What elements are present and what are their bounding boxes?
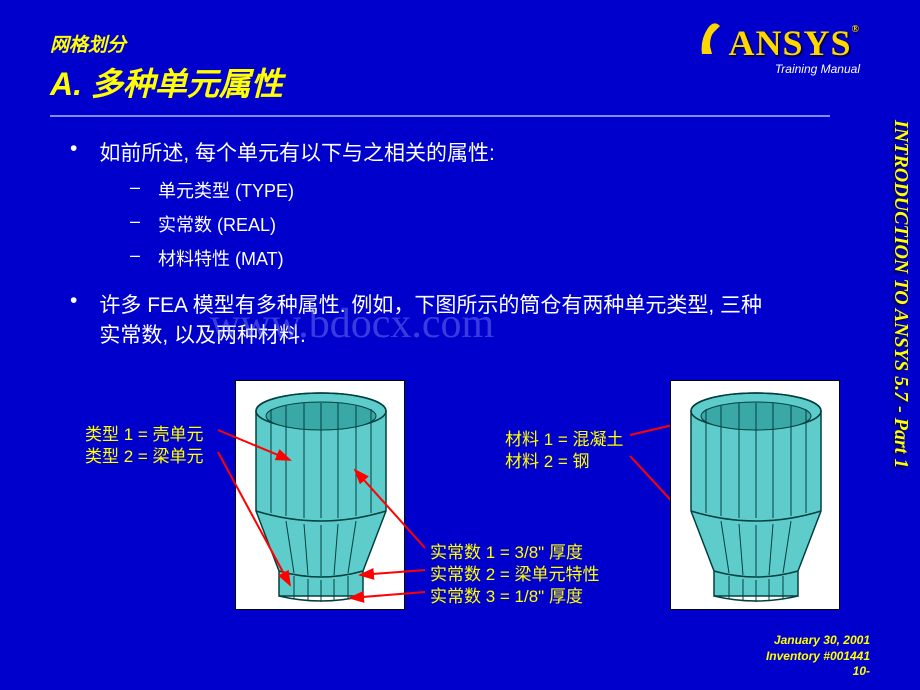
content-area: • 如前所述, 每个单元有以下与之相关的属性: – 单元类型 (TYPE) – … (50, 137, 830, 349)
bullet-2-line1: 许多 FEA 模型有多种属性. 例如，下图所示的筒仓有两种单元类型, 三种 (99, 294, 762, 317)
bullet-1c: – 材料特性 (MAT) (130, 245, 830, 271)
footer: January 30, 2001 Inventory #001441 10- (766, 633, 870, 680)
dash-icon: – (130, 245, 140, 271)
silo-svg-1 (236, 381, 406, 611)
bullet-1c-text: 材料特性 (MAT) (158, 245, 284, 271)
silo-diagram-2 (670, 380, 840, 610)
sidebar: INTRODUCTION TO ANSYS 5.7 - Part 1 (884, 120, 914, 620)
bullet-1a: – 单元类型 (TYPE) (130, 177, 830, 203)
silo-svg-2 (671, 381, 841, 611)
footer-page: 10- (766, 664, 870, 680)
label-mat2: 材料 2 = 钢 (505, 447, 590, 472)
bullet-2: • 许多 FEA 模型有多种属性. 例如，下图所示的筒仓有两种单元类型, 三种 … (70, 289, 830, 349)
footer-inventory: Inventory #001441 (766, 649, 870, 665)
logo-swoosh-icon (700, 22, 728, 58)
bullet-1: • 如前所述, 每个单元有以下与之相关的属性: (70, 137, 830, 167)
diagram-area: 类型 1 = 壳单元 类型 2 = 梁单元 (50, 370, 870, 650)
slide: 网格划分 A. 多种单元属性 • 如前所述, 每个单元有以下与之相关的属性: –… (0, 0, 880, 690)
title-divider (50, 115, 830, 117)
bullet-1a-text: 单元类型 (TYPE) (158, 177, 294, 203)
bullet-icon: • (70, 289, 77, 349)
bullet-2-line2: 实常数, 以及两种材料. (99, 324, 306, 347)
bullet-1b-text: 实常数 (REAL) (158, 211, 276, 237)
registered-icon: ® (852, 24, 860, 35)
dash-icon: – (130, 211, 140, 237)
brand-name: ANSYS (728, 22, 851, 64)
label-real3: 实常数 3 = 1/8" 厚度 (430, 582, 583, 607)
silo-diagram-1 (235, 380, 405, 610)
footer-date: January 30, 2001 (766, 633, 870, 649)
bullet-1b: – 实常数 (REAL) (130, 211, 830, 237)
bullet-icon: • (70, 137, 77, 167)
dash-icon: – (130, 177, 140, 203)
bullet-2-text: 许多 FEA 模型有多种属性. 例如，下图所示的筒仓有两种单元类型, 三种 实常… (99, 289, 762, 349)
label-type2: 类型 2 = 梁单元 (85, 442, 204, 467)
brand-logo: ANSYS ® Training Manual (700, 22, 860, 76)
sidebar-text: INTRODUCTION TO ANSYS 5.7 - Part 1 (889, 120, 912, 468)
bullet-1-text: 如前所述, 每个单元有以下与之相关的属性: (99, 137, 495, 167)
brand-subtitle: Training Manual (700, 62, 860, 76)
brand-text: ANSYS ® (700, 22, 860, 64)
